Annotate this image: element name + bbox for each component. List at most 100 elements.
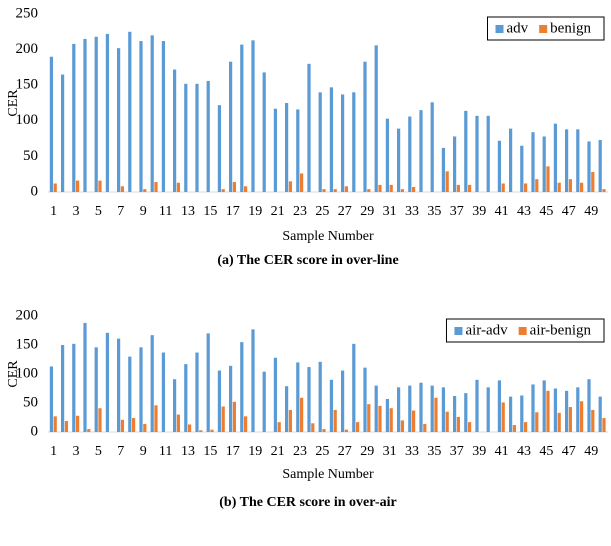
y-tick-label: 150 (16, 77, 39, 93)
bar (397, 128, 401, 192)
y-tick-label: 0 (31, 183, 39, 199)
bar (341, 370, 345, 432)
bar (535, 179, 539, 192)
bar (408, 116, 412, 192)
bar (445, 171, 449, 192)
bar (221, 406, 225, 432)
x-tick-label: 3 (73, 444, 80, 459)
bar (311, 423, 315, 432)
bar (173, 379, 177, 432)
bar (367, 189, 371, 192)
x-tick-label: 5 (95, 444, 102, 459)
x-tick-label: 17 (226, 204, 240, 219)
x-tick-label: 45 (539, 204, 553, 219)
x-tick-label: 37 (450, 204, 464, 219)
bar (430, 102, 434, 192)
bar (497, 140, 501, 192)
bar (94, 347, 98, 432)
bar (217, 370, 221, 432)
bar (53, 183, 57, 192)
bar (184, 364, 188, 432)
bar (139, 41, 143, 192)
bar (602, 418, 606, 432)
bar (199, 430, 203, 432)
bar (83, 38, 87, 192)
bar (273, 108, 277, 192)
bar (184, 83, 188, 192)
y-tick-label: 150 (16, 336, 39, 352)
bar (363, 61, 367, 193)
bar (329, 87, 333, 192)
x-axis-label: Sample Number (282, 467, 374, 482)
bar (98, 408, 102, 432)
bar (87, 429, 91, 432)
bar (520, 395, 524, 432)
bar (501, 183, 505, 192)
bar (221, 189, 225, 192)
x-tick-label: 47 (562, 204, 576, 219)
bar (367, 404, 371, 432)
bar (378, 405, 382, 432)
y-tick-label: 250 (16, 5, 39, 21)
x-tick-label: 19 (248, 204, 262, 219)
x-tick-label: 41 (495, 444, 509, 459)
bar (385, 118, 389, 192)
bar (587, 141, 591, 192)
bar (150, 335, 154, 432)
x-tick-label: 31 (383, 204, 397, 219)
x-tick-label: 21 (271, 444, 285, 459)
bar (400, 420, 404, 432)
bar (520, 145, 524, 192)
bar (430, 385, 434, 432)
bar (150, 35, 154, 192)
bar (173, 69, 177, 192)
bar (333, 409, 337, 432)
bar (378, 184, 382, 192)
bar (72, 43, 76, 193)
bar (128, 31, 132, 192)
x-tick-label: 29 (360, 204, 374, 219)
bar (161, 41, 165, 192)
x-tick-label: 11 (159, 204, 172, 219)
bar (98, 180, 102, 192)
bar (475, 115, 479, 192)
x-tick-label: 39 (472, 444, 486, 459)
bar (300, 173, 304, 192)
bar (374, 45, 378, 192)
x-tick-label: 1 (50, 444, 57, 459)
bar (565, 390, 569, 432)
bar (262, 371, 266, 432)
bar (285, 386, 289, 432)
bar (524, 183, 528, 192)
bar (546, 166, 550, 192)
bar (288, 409, 292, 432)
bar (232, 401, 236, 432)
bar (251, 329, 255, 432)
x-tick-label: 39 (472, 204, 486, 219)
x-tick-label: 31 (383, 444, 397, 459)
bar (580, 401, 584, 432)
bar (105, 332, 109, 432)
bar (288, 181, 292, 192)
x-tick-label: 15 (203, 444, 217, 459)
bar (333, 189, 337, 192)
legend-label: air-adv (465, 322, 508, 338)
y-axis-label: CER (6, 89, 21, 117)
x-tick-label: 5 (95, 204, 102, 219)
bar (210, 429, 214, 432)
bar (352, 343, 356, 432)
bar (176, 414, 180, 432)
bar (453, 396, 457, 432)
bar (408, 385, 412, 432)
x-tick-label: 23 (293, 444, 307, 459)
bar (49, 366, 53, 432)
x-tick-label: 45 (539, 444, 553, 459)
bar (105, 33, 109, 192)
bar (576, 387, 580, 432)
bar (445, 411, 449, 432)
bar (576, 129, 580, 192)
bar (363, 367, 367, 432)
bar (251, 40, 255, 193)
legend-label: air-benign (530, 322, 592, 338)
bar (456, 416, 460, 432)
